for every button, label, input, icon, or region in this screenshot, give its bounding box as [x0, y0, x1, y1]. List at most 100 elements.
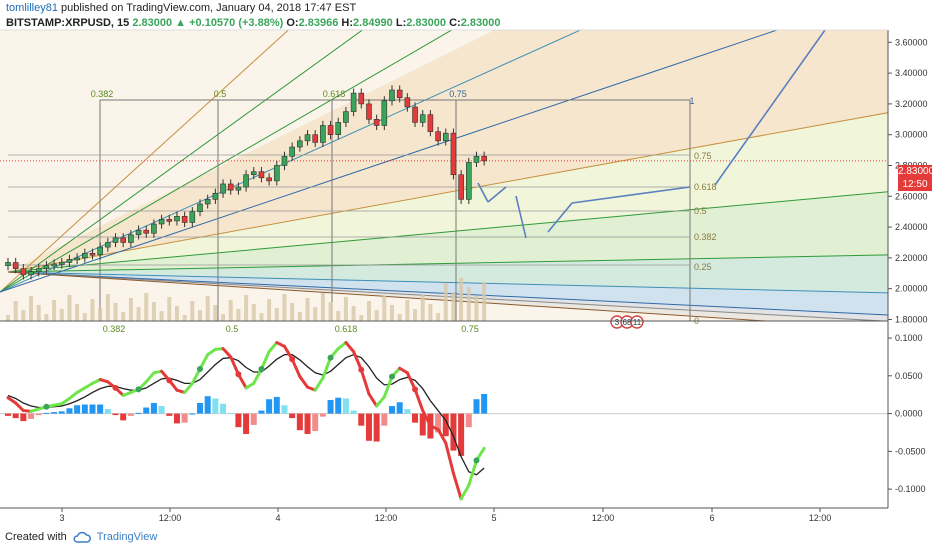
fan-line: [7, 271, 774, 321]
candle-body: [89, 252, 96, 256]
candle-body: [5, 262, 11, 266]
macd-plot: [0, 341, 888, 501]
volume-bar: [236, 309, 241, 321]
low-value: 2.83000: [406, 17, 447, 29]
candle-body: [220, 183, 226, 194]
macd-line-segment: [436, 427, 448, 445]
macd-line-segment: [382, 375, 394, 399]
candle-body: [304, 134, 311, 142]
candle-body: [343, 111, 349, 123]
x-tick-label: 5: [491, 513, 496, 523]
histogram-bar: [373, 413, 380, 442]
histogram-bar: [181, 413, 188, 423]
histogram-bar: [381, 413, 388, 426]
histogram-bar: [250, 413, 257, 425]
histogram-bar: [450, 413, 457, 451]
candle-body: [82, 252, 88, 259]
high-label: H:: [341, 17, 354, 29]
macd-y-tick-label: 0.1000: [895, 333, 923, 343]
macd-line-segment: [375, 395, 386, 408]
candle-body: [327, 125, 334, 135]
symbol-label[interactable]: BITSTAMP:XRPUSD, 15: [6, 17, 130, 29]
fan-level-label: 1: [689, 96, 694, 106]
histogram-bar: [358, 413, 365, 426]
fan-level-label: 0.75: [449, 89, 467, 99]
macd-line-segment: [413, 387, 425, 413]
histogram-bar: [258, 410, 265, 414]
author-link[interactable]: tomlilley81: [6, 2, 58, 14]
macd-line-segment: [206, 347, 217, 357]
macd-line-segment: [229, 355, 240, 376]
volume-bar: [366, 301, 371, 321]
macd-y-tick-label: 0.0500: [895, 371, 923, 381]
candle-body: [312, 134, 319, 143]
histogram-bar: [473, 399, 480, 414]
volume-bar: [343, 297, 348, 321]
fan-level-label: 0.382: [91, 89, 114, 99]
histogram-bar: [350, 410, 357, 414]
histogram-bar: [173, 413, 180, 424]
open-value: 2.83966: [298, 17, 339, 29]
price-pane[interactable]: 0.382 0.5 0.618 0.75 10.382 0.5 0.618 0.75 0.75 0…: [0, 0, 932, 362]
candle-body: [404, 97, 411, 108]
volume-bar: [228, 300, 233, 321]
y-tick-label: 1.80000: [895, 314, 928, 324]
candle-body: [97, 246, 103, 256]
macd-line-segment: [444, 441, 455, 475]
macd-line-segment: [367, 392, 379, 408]
histogram-bar: [135, 412, 142, 414]
macd-y-tick-label: -0.1000: [895, 484, 926, 494]
histogram-bar: [319, 413, 326, 417]
tradingview-brand[interactable]: TradingView: [96, 531, 158, 543]
macd-pane[interactable]: [0, 341, 888, 501]
candle-body: [105, 242, 111, 248]
volume-bar: [290, 303, 295, 321]
candle-body: [12, 262, 19, 269]
macd-line-segment: [221, 347, 233, 359]
candle-body: [266, 177, 272, 182]
candle-body: [281, 155, 288, 166]
histogram-bar: [235, 413, 242, 428]
volume-bar: [198, 310, 202, 321]
fib-level-label: 0.75: [694, 151, 712, 161]
open-label: O:: [286, 17, 299, 29]
histogram-bar: [20, 413, 27, 422]
cross-marker: [473, 457, 480, 464]
volume-bar: [359, 315, 364, 321]
volume-bar: [29, 296, 34, 321]
y-tick-label: 3.40000: [895, 68, 928, 78]
price-plot: 0.382 0.5 0.618 0.75 1: [0, 30, 888, 321]
volume-bar: [374, 310, 379, 321]
candle-body: [450, 132, 457, 176]
fan-level-label: 0.618: [323, 89, 346, 99]
volume-bar: [459, 278, 464, 321]
x-tick-label: 12:00: [809, 513, 832, 523]
high-value: 2.84990: [353, 17, 393, 29]
candle-body: [396, 89, 403, 99]
macd-line-segment: [298, 375, 310, 389]
macd-line-segment: [344, 341, 356, 354]
histogram-bar: [396, 402, 403, 414]
volume-bar: [282, 294, 287, 321]
macd-line-segment: [67, 390, 79, 400]
fan-line: [7, 271, 888, 316]
volume-bar: [221, 314, 226, 321]
candle-body: [166, 219, 173, 222]
fan-line: [7, 254, 888, 273]
histogram-bar: [342, 398, 349, 414]
histogram-bar: [51, 412, 58, 414]
volume-bar: [320, 293, 325, 321]
cross-marker: [166, 377, 173, 384]
volume-bar: [167, 297, 172, 321]
histogram-bar: [12, 413, 19, 419]
candle-body: [297, 140, 303, 148]
fan-line-upper: [0, 30, 779, 293]
volume-bar: [451, 292, 456, 321]
fib-level-label: 0.5: [694, 206, 707, 216]
candle-body: [128, 234, 134, 243]
candle-body: [389, 89, 395, 102]
candle-body: [235, 186, 242, 191]
histogram-bar: [58, 411, 65, 414]
macd-line-segment: [183, 381, 194, 394]
volume-bar: [113, 303, 118, 321]
